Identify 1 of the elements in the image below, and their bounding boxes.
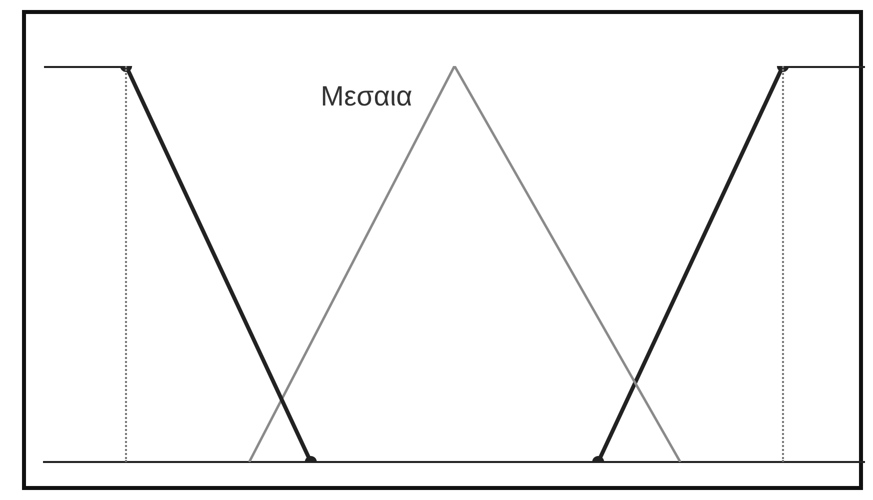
- series-label: Μεσαια: [320, 80, 412, 112]
